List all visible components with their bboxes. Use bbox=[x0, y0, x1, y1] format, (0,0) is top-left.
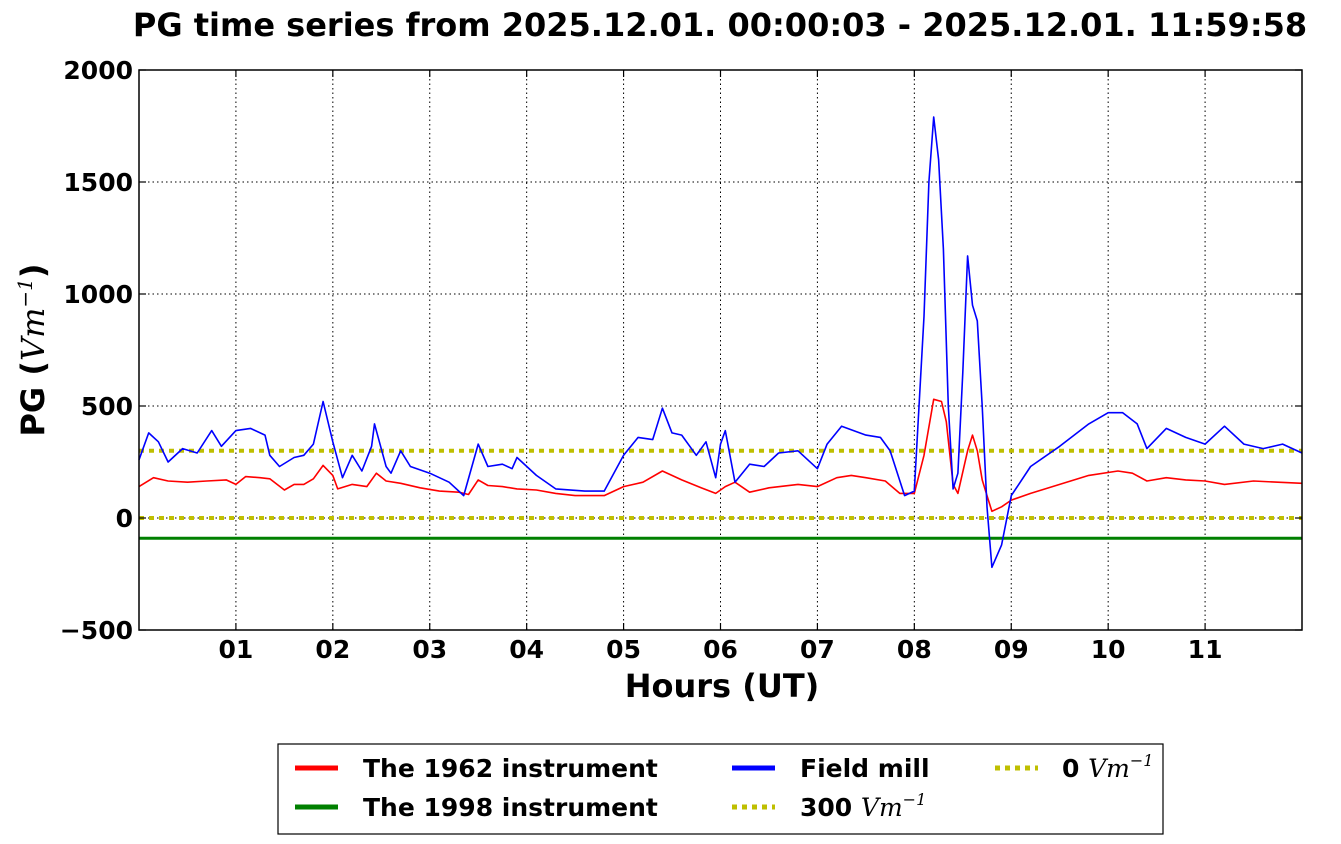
x-axis-label: Hours (UT) bbox=[625, 667, 820, 705]
y-axis-label-exp: −1 bbox=[13, 278, 37, 307]
grid-lines bbox=[139, 69, 1302, 631]
y-axis-label-prefix: PG ( bbox=[14, 361, 52, 436]
x-tick-label: 11 bbox=[1188, 635, 1223, 664]
legend-label-300-unit: Vm bbox=[861, 793, 903, 822]
y-tick-label: −500 bbox=[60, 616, 133, 645]
series-field-mill bbox=[138, 116, 1303, 569]
legend-label-0: 0 Vm−1 bbox=[1062, 751, 1153, 783]
x-tick-label: 10 bbox=[1091, 635, 1126, 664]
series-1962-instrument bbox=[138, 398, 1303, 513]
series-lines bbox=[138, 116, 1303, 569]
y-axis-label: PG (Vm−1) bbox=[13, 263, 52, 436]
y-tick-label: 500 bbox=[81, 392, 133, 421]
legend-label-field-mill: Field mill bbox=[800, 754, 930, 783]
x-tick-label: 04 bbox=[509, 635, 544, 664]
x-tick-label: 08 bbox=[897, 635, 932, 664]
x-tick-label: 09 bbox=[994, 635, 1029, 664]
legend-label-300-exp: −1 bbox=[903, 790, 927, 809]
chart-title: PG time series from 2025.12.01. 00:00:03… bbox=[133, 6, 1307, 44]
legend-label-0-value: 0 bbox=[1062, 754, 1088, 783]
y-tick-label: 0 bbox=[116, 504, 133, 533]
legend: The 1962 instrument The 1998 instrument … bbox=[277, 743, 1164, 835]
y-axis-label-suffix: ) bbox=[14, 263, 52, 278]
y-tick-label: 2000 bbox=[63, 56, 133, 85]
legend-label-0-unit: Vm bbox=[1088, 754, 1130, 783]
x-tick-label: 01 bbox=[219, 635, 254, 664]
legend-label-0-exp: −1 bbox=[1130, 751, 1154, 770]
legend-label-1998: The 1998 instrument bbox=[363, 793, 658, 822]
x-tick-label: 03 bbox=[412, 635, 447, 664]
y-axis-label-unit: Vm bbox=[14, 308, 52, 361]
axis-ticks: 01 02 03 04 05 06 07 08 09 10 11 −500 0 500 1000 1500 20… bbox=[60, 56, 1302, 664]
legend-box bbox=[277, 743, 1164, 835]
x-tick-label: 06 bbox=[703, 635, 738, 664]
legend-label-300: 300 Vm−1 bbox=[800, 790, 926, 822]
legend-label-300-value: 300 bbox=[800, 793, 861, 822]
x-tick-label: 07 bbox=[800, 635, 835, 664]
y-tick-label: 1000 bbox=[63, 280, 133, 309]
x-tick-label: 02 bbox=[315, 635, 350, 664]
legend-label-1962: The 1962 instrument bbox=[363, 754, 658, 783]
x-tick-label: 05 bbox=[606, 635, 641, 664]
y-tick-label: 1500 bbox=[63, 168, 133, 197]
